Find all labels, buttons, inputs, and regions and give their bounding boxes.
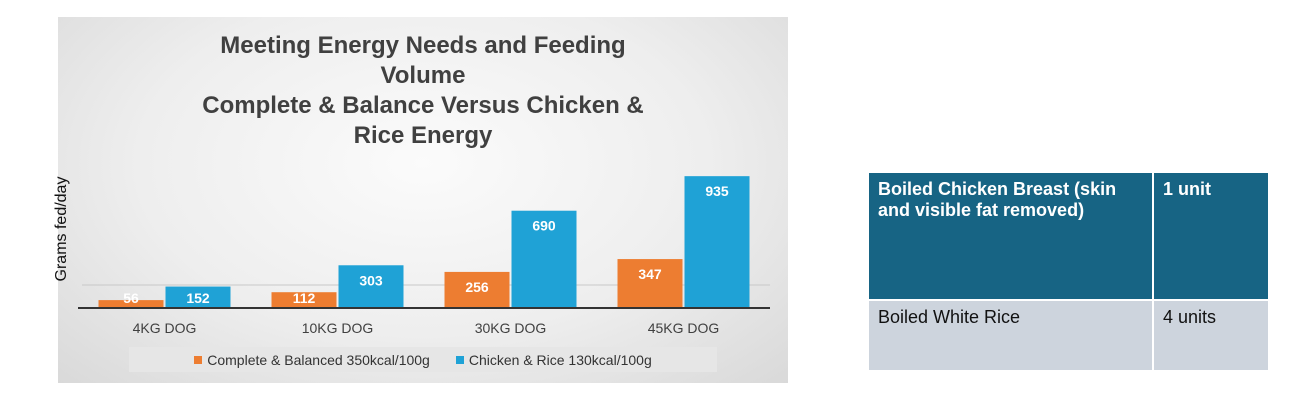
data-label: 935 <box>705 183 729 199</box>
legend-label-complete: Complete & Balanced 350kcal/100g <box>207 351 430 368</box>
bar <box>444 271 510 308</box>
legend-swatch-chicken-rice <box>455 355 464 364</box>
data-label: 152 <box>186 290 210 306</box>
legend: Complete & Balanced 350kcal/100g Chicken… <box>129 347 717 372</box>
bar <box>338 265 404 308</box>
chart-title-line: Complete & Balance Versus Chicken & <box>202 92 644 119</box>
bar <box>617 259 683 308</box>
x-tick-label: 10KG DOG <box>302 320 374 336</box>
bar-plot: 56 152 4KG DOG 112 303 10KG DOG 256 690 30KG DOG… <box>78 176 770 336</box>
x-tick-label: 45KG DOG <box>648 320 720 336</box>
bar <box>271 292 337 308</box>
data-label: 690 <box>532 218 556 234</box>
chart-title-line: Meeting Energy Needs and Feeding <box>220 32 626 59</box>
ratio-table: Boiled Chicken Breast (skin and visible … <box>869 173 1268 370</box>
table-row: Boiled Chicken Breast (skin and visible … <box>869 173 1268 301</box>
x-tick-label: 30KG DOG <box>475 320 547 336</box>
x-tick-label: 4KG DOG <box>133 320 197 336</box>
data-label: 303 <box>359 272 383 288</box>
table-row: Boiled White Rice 4 units <box>869 300 1268 370</box>
chart-title-line: Rice Energy <box>353 122 493 149</box>
legend-item-complete: Complete & Balanced 350kcal/100g <box>194 352 430 368</box>
bar <box>98 300 164 308</box>
table-cell-item: Boiled White Rice <box>869 300 1154 370</box>
data-label: 112 <box>293 290 316 306</box>
legend-label-chicken-rice: Chicken & Rice 130kcal/100g <box>468 351 652 368</box>
chart-title: Meeting Energy Needs and Feeding Volume … <box>58 31 788 151</box>
bar <box>684 176 750 308</box>
table-cell-item: Boiled Chicken Breast (skin and visible … <box>869 173 1154 301</box>
legend-item-chicken-rice: Chicken & Rice 130kcal/100g <box>455 351 652 368</box>
data-label: 347 <box>638 266 662 282</box>
data-label: 256 <box>465 279 489 295</box>
bar <box>511 210 577 308</box>
table-cell-amount: 1 unit <box>1153 173 1268 301</box>
bar <box>165 286 231 308</box>
legend-swatch-complete <box>194 355 203 364</box>
chart-panel: Meeting Energy Needs and Feeding Volume … <box>53 17 788 383</box>
chart-title-line: Volume <box>380 62 466 89</box>
data-label: 56 <box>123 290 139 306</box>
table-cell-amount: 4 units <box>1153 300 1268 370</box>
